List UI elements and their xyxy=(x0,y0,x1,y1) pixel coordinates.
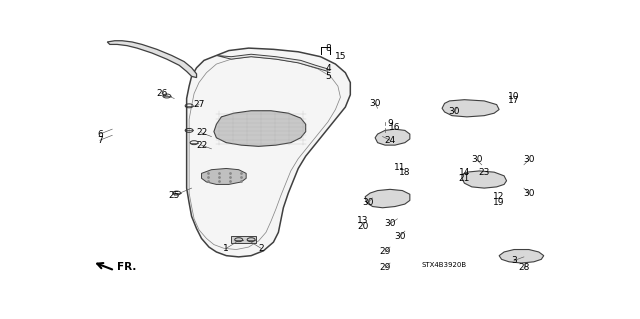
Polygon shape xyxy=(231,236,256,243)
Text: 14: 14 xyxy=(459,168,470,177)
Text: FR.: FR. xyxy=(117,262,136,272)
Text: 9: 9 xyxy=(387,119,393,128)
Text: 15: 15 xyxy=(335,52,346,61)
Text: 10: 10 xyxy=(508,92,520,100)
Polygon shape xyxy=(375,129,410,145)
Text: 19: 19 xyxy=(493,198,505,207)
Text: 7: 7 xyxy=(97,136,102,145)
Polygon shape xyxy=(216,54,328,71)
Text: 25: 25 xyxy=(168,191,180,200)
Text: 1: 1 xyxy=(223,244,229,253)
Text: 2: 2 xyxy=(258,244,264,253)
Polygon shape xyxy=(108,41,196,78)
Text: 13: 13 xyxy=(357,216,369,225)
Text: 30: 30 xyxy=(369,99,381,108)
Text: 28: 28 xyxy=(518,263,530,272)
Text: 30: 30 xyxy=(523,189,534,197)
Text: 23: 23 xyxy=(479,168,490,177)
Text: 30: 30 xyxy=(523,155,534,164)
Text: 21: 21 xyxy=(459,174,470,183)
Text: 20: 20 xyxy=(357,222,369,231)
Text: STX4B3920B: STX4B3920B xyxy=(422,263,467,269)
Text: 17: 17 xyxy=(508,96,520,105)
Text: 3: 3 xyxy=(511,256,517,265)
Text: 30: 30 xyxy=(384,219,396,228)
Text: 12: 12 xyxy=(493,192,505,201)
Text: 16: 16 xyxy=(389,123,401,132)
Text: 5: 5 xyxy=(325,72,331,81)
Text: 11: 11 xyxy=(394,163,406,172)
Polygon shape xyxy=(214,111,306,146)
Text: 30: 30 xyxy=(394,232,406,241)
Text: 6: 6 xyxy=(97,130,102,138)
Text: 4: 4 xyxy=(325,64,331,73)
Text: 29: 29 xyxy=(380,263,391,272)
Text: 30: 30 xyxy=(449,108,460,116)
Text: 27: 27 xyxy=(193,100,205,109)
Text: 26: 26 xyxy=(156,89,168,98)
Text: 29: 29 xyxy=(380,248,391,256)
Text: 22: 22 xyxy=(196,128,207,137)
Text: 22: 22 xyxy=(196,141,207,150)
Polygon shape xyxy=(442,100,499,117)
Text: 8: 8 xyxy=(325,44,331,53)
Polygon shape xyxy=(365,189,410,208)
Text: 18: 18 xyxy=(399,168,411,177)
Polygon shape xyxy=(202,168,246,184)
Polygon shape xyxy=(187,48,350,257)
Polygon shape xyxy=(499,249,544,263)
Text: 24: 24 xyxy=(385,136,396,145)
Polygon shape xyxy=(462,171,507,188)
Text: 30: 30 xyxy=(362,198,373,207)
Text: 30: 30 xyxy=(471,155,483,164)
